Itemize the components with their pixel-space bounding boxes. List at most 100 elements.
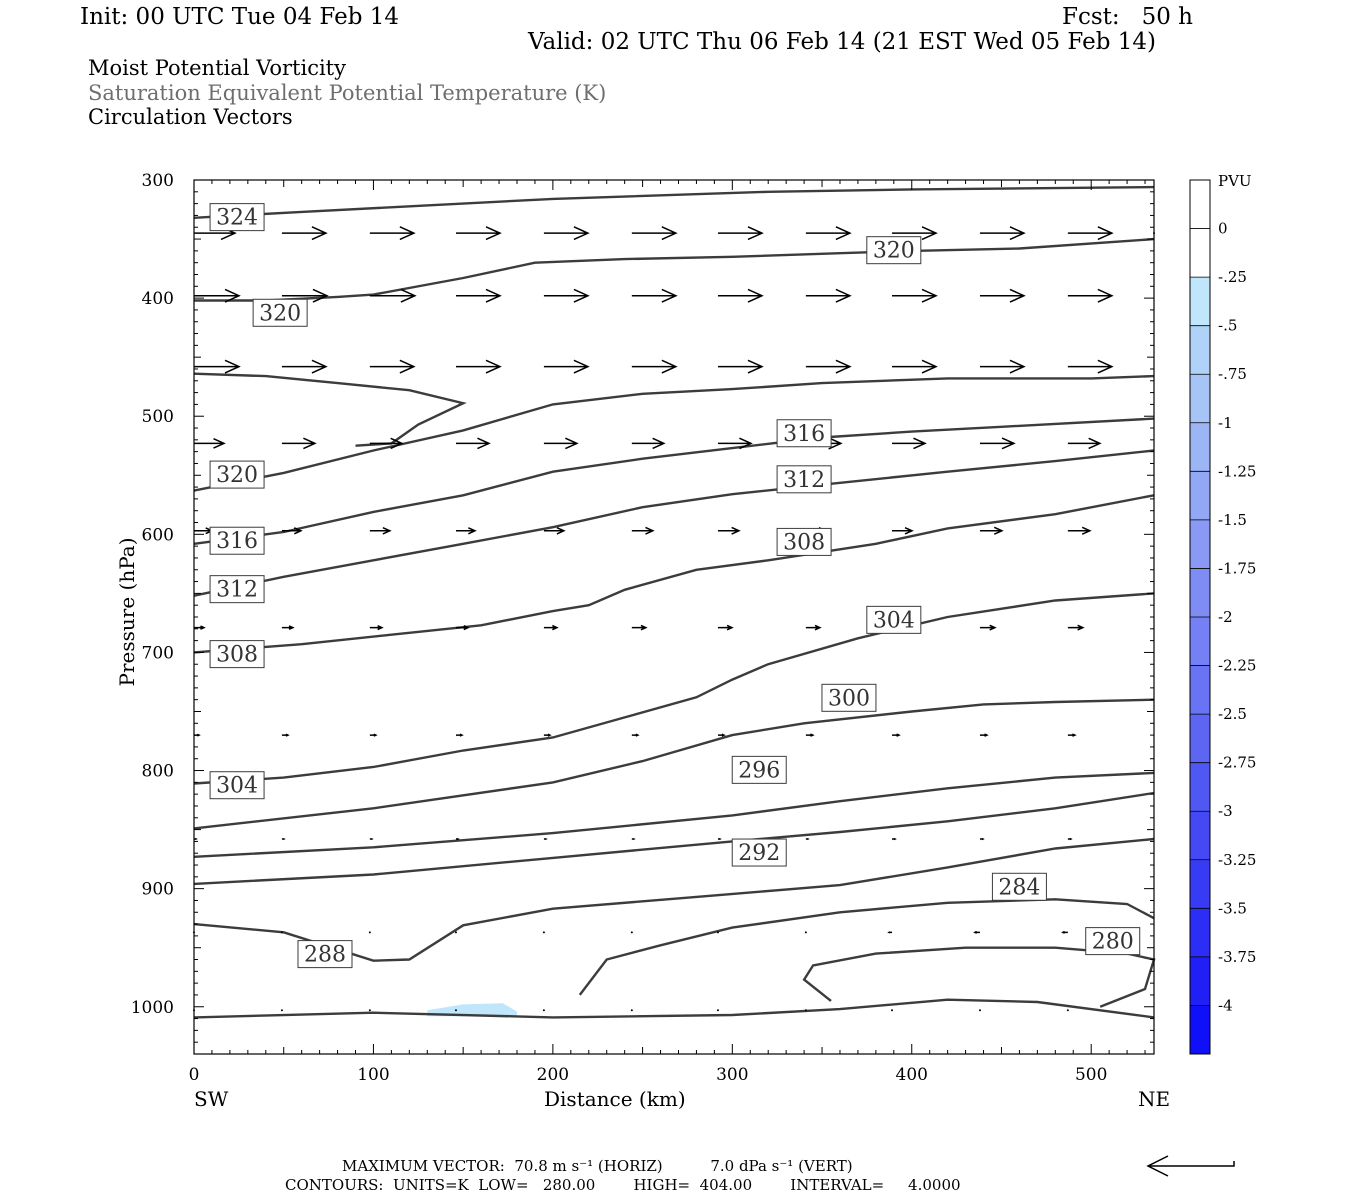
circulation-vector xyxy=(455,527,477,535)
colorbar-label: -.5 xyxy=(1218,317,1237,335)
theta-es-contour-300 xyxy=(193,698,1155,830)
circulation-vector xyxy=(979,226,1026,241)
circulation-vector xyxy=(543,437,579,450)
colorbar-bin xyxy=(1190,374,1210,423)
contour-label: 324 xyxy=(216,206,258,231)
contour-label-box xyxy=(252,298,308,327)
circulation-vector xyxy=(805,838,810,841)
plot-frame xyxy=(193,179,1155,1055)
contour-label-box xyxy=(991,872,1047,901)
contour-label: 316 xyxy=(783,422,825,447)
theta-es-contour-308 xyxy=(193,494,1155,654)
circulation-vector xyxy=(1067,437,1102,450)
circulation-vector xyxy=(716,931,719,934)
circulation-vector xyxy=(805,359,852,374)
circulation-vector xyxy=(455,838,460,841)
circulation-vector xyxy=(979,437,1016,450)
colorbar-label: -.25 xyxy=(1218,268,1247,286)
circulation-vector xyxy=(631,226,678,241)
colorbar-bin xyxy=(1190,519,1210,569)
circulation-vector xyxy=(1067,359,1114,374)
x-tick-label: 300 xyxy=(716,1065,748,1085)
contour-label: 288 xyxy=(304,943,346,968)
x-tick-label: 0 xyxy=(189,1065,200,1085)
theta-es-contour-320 xyxy=(193,374,1155,492)
circulation-vector xyxy=(281,226,328,241)
colorbar-label: -3.75 xyxy=(1218,948,1256,966)
circulation-vector xyxy=(455,625,470,631)
circulation-vector xyxy=(369,359,416,374)
circulation-vector xyxy=(892,437,927,450)
circulation-vector xyxy=(455,288,502,303)
contour-label: 304 xyxy=(873,608,915,633)
circulation-vector xyxy=(369,625,384,631)
circulation-vector xyxy=(369,437,404,450)
contour-label: 280 xyxy=(1092,930,1134,955)
circulation-vector xyxy=(454,931,457,934)
colorbar-unit: PVU xyxy=(1218,172,1252,190)
colorbar-bin xyxy=(1190,1005,1210,1054)
circulation-vector xyxy=(717,288,764,303)
colorbar-label: -1.5 xyxy=(1218,511,1247,529)
circulation-vector xyxy=(805,733,815,737)
y-tick-label: 400 xyxy=(142,289,174,309)
circulation-vector xyxy=(194,359,241,374)
circulation-vector xyxy=(194,625,206,630)
circulation-vector xyxy=(369,288,417,303)
circulation-vector xyxy=(1067,226,1114,241)
forecast-hour: Fcst: 50 h xyxy=(1062,4,1193,30)
colorbar-label: -2.5 xyxy=(1218,705,1247,723)
ne-end-label: NE xyxy=(1138,1087,1170,1111)
colorbar-label: 0 xyxy=(1218,220,1228,238)
colorbar-bin xyxy=(1190,714,1210,763)
valid-time: Valid: 02 UTC Thu 06 Feb 14 (21 EST Wed … xyxy=(528,29,1157,55)
circulation-vector xyxy=(543,226,590,241)
colorbar-bin xyxy=(1190,956,1210,1006)
contour-label: 320 xyxy=(216,463,258,488)
circulation-vector xyxy=(717,226,764,241)
circulation-vector xyxy=(281,437,317,450)
colorbar-label: -.75 xyxy=(1218,365,1247,383)
circulation-vector xyxy=(892,226,938,241)
x-axis-label: Distance (km) xyxy=(544,1087,686,1111)
x-tick-label: 500 xyxy=(1075,1065,1107,1085)
y-tick-label: 1000 xyxy=(131,998,174,1018)
colorbar-label: -2.75 xyxy=(1218,754,1256,772)
colorbar-bin xyxy=(1190,908,1210,957)
contour-label: 296 xyxy=(738,758,780,783)
circulation-vector xyxy=(194,527,214,535)
y-axis-label: Pressure (hPa) xyxy=(115,538,139,687)
contour-label-box xyxy=(209,575,265,604)
contour-label-box xyxy=(209,526,265,555)
y-tick-label: 900 xyxy=(142,880,174,900)
theta-es-contour-280 xyxy=(802,946,1156,1008)
circulation-vector xyxy=(1066,1009,1069,1012)
colorbar-bin xyxy=(1190,422,1210,472)
contour-label: 308 xyxy=(216,643,258,668)
theta-es-contour-320 xyxy=(193,372,467,447)
theta-es-contour-284 xyxy=(578,898,1155,996)
circulation-vector xyxy=(543,526,566,535)
circulation-vector xyxy=(716,1009,719,1012)
circulation-vector xyxy=(280,1009,283,1012)
contour-label-box xyxy=(297,940,353,969)
circulation-vector xyxy=(281,625,295,631)
contour-label: 316 xyxy=(216,529,258,554)
colorbar-label: -2 xyxy=(1218,608,1233,626)
circulation-vector xyxy=(887,931,893,934)
field-title-mpv: Moist Potential Vorticity xyxy=(88,56,346,80)
theta-es-contour-304 xyxy=(193,592,1155,785)
mpv-shaded-area xyxy=(427,1003,517,1017)
contour-label-box xyxy=(866,236,922,265)
circulation-vector xyxy=(1067,733,1077,737)
colorbar-label: -3 xyxy=(1218,802,1233,820)
theta-es-contour-312 xyxy=(193,449,1155,597)
colorbar-bin xyxy=(1190,617,1210,666)
circulation-vector xyxy=(978,1009,981,1012)
circulation-vector xyxy=(543,288,590,303)
colorbar-bin xyxy=(1190,568,1210,617)
circulation-vector xyxy=(892,733,901,737)
x-tick-label: 400 xyxy=(896,1065,928,1085)
theta-es-contour-296 xyxy=(193,771,1155,858)
